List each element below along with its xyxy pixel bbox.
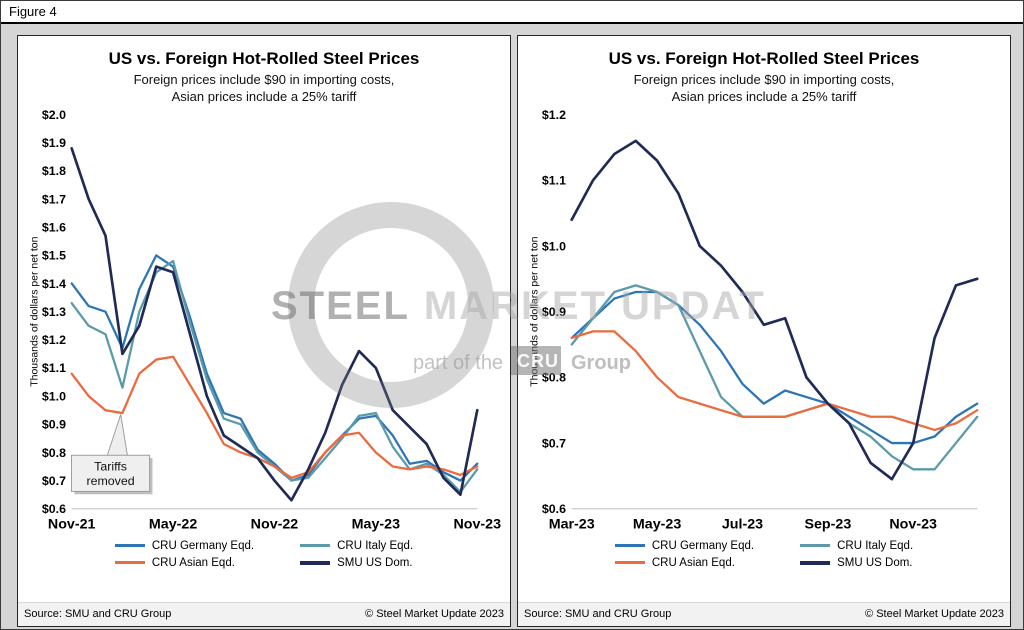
svg-text:$0.8: $0.8 bbox=[42, 446, 66, 460]
legend-label: CRU Germany Eqd. bbox=[151, 539, 255, 552]
svg-text:$0.7: $0.7 bbox=[542, 437, 566, 451]
svg-text:$0.9: $0.9 bbox=[42, 418, 66, 432]
italy-line-swatch bbox=[800, 544, 831, 548]
svg-text:$1.1: $1.1 bbox=[542, 174, 566, 188]
smu-line-swatch bbox=[800, 560, 831, 565]
asian-line-swatch bbox=[114, 561, 145, 565]
svg-text:Nov-23: Nov-23 bbox=[889, 517, 937, 533]
copyright-text: © Steel Market Update 2023 bbox=[865, 608, 1004, 620]
chart-title: US vs. Foreign Hot-Rolled Steel Prices bbox=[108, 49, 420, 68]
svg-text:$0.6: $0.6 bbox=[542, 502, 566, 516]
legend-item-germany: CRU Germany Eqd. bbox=[614, 539, 755, 552]
legend-label: CRU Asian Eqd. bbox=[651, 556, 735, 569]
svg-text:Nov-21: Nov-21 bbox=[48, 517, 96, 533]
smu-line-swatch bbox=[300, 560, 331, 565]
svg-text:$1.4: $1.4 bbox=[42, 277, 66, 291]
legend-item-smu: SMU US Dom. bbox=[300, 557, 413, 569]
svg-text:Nov-22: Nov-22 bbox=[251, 517, 299, 533]
svg-text:$2.0: $2.0 bbox=[42, 108, 66, 122]
italy-line-swatch bbox=[300, 544, 331, 548]
legend-item-italy: CRU Italy Eqd. bbox=[800, 540, 913, 552]
chart-title: US vs. Foreign Hot-Rolled Steel Prices bbox=[608, 49, 920, 68]
svg-text:May-22: May-22 bbox=[149, 517, 197, 533]
legend-item-asian: CRU Asian Eqd. bbox=[114, 556, 254, 569]
legend-label: SMU US Dom. bbox=[837, 556, 913, 569]
chart-panel-left: US vs. Foreign Hot-Rolled Steel Prices F… bbox=[17, 35, 511, 627]
svg-text:$1.3: $1.3 bbox=[42, 305, 66, 319]
chart-subtitle-line1: Foreign prices include $90 in importing … bbox=[133, 72, 395, 87]
germany-line-swatch bbox=[614, 544, 645, 548]
steel-price-chart-2021-2023: $0.6 $0.7 $0.8 $0.9 $1.0 $1.1 $1.2 $1.3 $1.4 $1.5… bbox=[29, 108, 501, 533]
svg-text:$1.5: $1.5 bbox=[42, 249, 66, 263]
chart-subtitle-line1: Foreign prices include $90 in importing … bbox=[633, 72, 895, 87]
legend-item-italy: CRU Italy Eqd. bbox=[300, 540, 413, 552]
svg-text:$0.9: $0.9 bbox=[542, 305, 566, 319]
chart-subtitle-line2: Asian prices include a 25% tariff bbox=[171, 89, 357, 105]
svg-text:May-23: May-23 bbox=[633, 517, 681, 533]
chart-panels: US vs. Foreign Hot-Rolled Steel Prices F… bbox=[1, 24, 1023, 627]
svg-text:removed: removed bbox=[87, 474, 135, 488]
legend-label: CRU Italy Eqd. bbox=[337, 539, 414, 552]
figure-label: Figure 4 bbox=[9, 4, 57, 19]
svg-text:$0.8: $0.8 bbox=[542, 371, 566, 385]
chart-subtitle-line2: Asian prices include a 25% tariff bbox=[671, 89, 857, 105]
svg-text:$1.7: $1.7 bbox=[42, 193, 66, 207]
svg-text:$0.6: $0.6 bbox=[42, 502, 66, 516]
svg-text:Thousands of dollars per net t: Thousands of dollars per net ton bbox=[529, 237, 540, 387]
svg-text:Jul-23: Jul-23 bbox=[722, 517, 763, 533]
svg-text:$1.0: $1.0 bbox=[542, 240, 566, 254]
legend-label: SMU US Dom. bbox=[337, 556, 413, 569]
svg-text:May-23: May-23 bbox=[352, 517, 400, 533]
svg-text:$1.6: $1.6 bbox=[42, 221, 66, 235]
svg-text:Sep-23: Sep-23 bbox=[804, 517, 851, 533]
chart-subtitle: Foreign prices include $90 in importing … bbox=[526, 71, 1002, 105]
legend-label: CRU Asian Eqd. bbox=[151, 556, 235, 569]
svg-text:Tariffs: Tariffs bbox=[94, 460, 127, 474]
svg-text:$1.1: $1.1 bbox=[42, 362, 66, 376]
chart-subtitle: Foreign prices include $90 in importing … bbox=[26, 71, 502, 105]
source-text: Source: SMU and CRU Group bbox=[524, 608, 672, 620]
svg-text:$1.9: $1.9 bbox=[42, 136, 66, 150]
svg-text:$0.7: $0.7 bbox=[42, 474, 66, 488]
source-text: Source: SMU and CRU Group bbox=[24, 608, 172, 620]
legend-label: CRU Italy Eqd. bbox=[837, 539, 914, 552]
legend: CRU Germany Eqd. CRU Italy Eqd. CRU Asia… bbox=[526, 540, 1002, 569]
legend-label: CRU Germany Eqd. bbox=[651, 539, 755, 552]
svg-text:$1.8: $1.8 bbox=[42, 164, 66, 178]
copyright-text: © Steel Market Update 2023 bbox=[365, 608, 504, 620]
svg-text:$1.2: $1.2 bbox=[42, 333, 66, 347]
chart-panel-right: US vs. Foreign Hot-Rolled Steel Prices F… bbox=[517, 35, 1011, 627]
source-row: Source: SMU and CRU Group © Steel Market… bbox=[18, 602, 510, 626]
svg-text:Mar-23: Mar-23 bbox=[549, 517, 595, 533]
source-row: Source: SMU and CRU Group © Steel Market… bbox=[518, 602, 1010, 626]
svg-text:Nov-23: Nov-23 bbox=[453, 517, 501, 533]
germany-line-swatch bbox=[114, 544, 145, 548]
steel-price-chart-2023: $0.6 $0.7 $0.8 $0.9 $1.0 $1.1 $1.2 Mar-23 May-23… bbox=[529, 108, 979, 533]
legend: CRU Germany Eqd. CRU Italy Eqd. CRU Asia… bbox=[26, 540, 502, 569]
legend-item-germany: CRU Germany Eqd. bbox=[114, 539, 255, 552]
svg-text:Thousands of dollars per net t: Thousands of dollars per net ton bbox=[29, 237, 40, 387]
legend-item-asian: CRU Asian Eqd. bbox=[614, 556, 754, 569]
figure-label-bar: Figure 4 bbox=[1, 1, 1023, 24]
asian-line-swatch bbox=[614, 561, 645, 565]
svg-text:$1.2: $1.2 bbox=[542, 108, 566, 122]
legend-item-smu: SMU US Dom. bbox=[800, 557, 913, 569]
svg-text:$1.0: $1.0 bbox=[42, 390, 66, 404]
